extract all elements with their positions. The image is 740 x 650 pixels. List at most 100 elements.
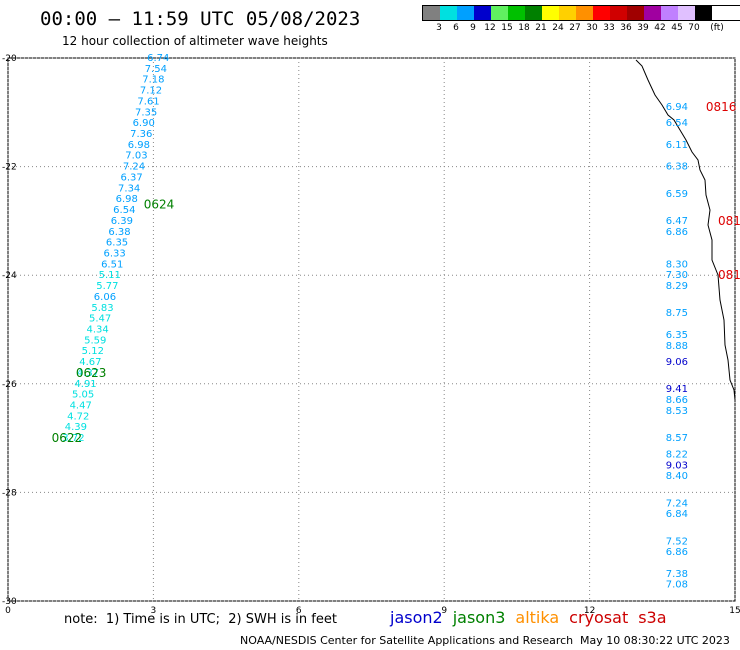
wave-height-label: 9.06 [666,357,688,368]
wave-height-label: 6.59 [666,189,688,200]
legend-label: 39 [637,23,649,33]
wave-height-label: 8.75 [666,308,688,319]
color-swatch [661,6,678,20]
wave-height-label: 7.18 [142,75,164,86]
satellite-legend: jason2 jason3 altika cryosat s3a [390,608,677,627]
color-swatch [508,6,525,20]
color-scale-labels: 3 6 9 12 15 18 21 24 27 30 33 36 39 42 45 70 (ft) [422,21,740,35]
legend-label: 27 [569,23,581,33]
wave-height-label: 6.39 [111,216,133,227]
wave-height-label: 5.77 [96,281,118,292]
color-swatch [644,6,661,20]
wave-height-label: 8.88 [666,341,688,352]
wave-height-label: 9.41 [666,384,688,395]
wave-height-label: 6.11 [666,140,688,151]
wave-height-label: 7.54 [145,64,167,75]
wave-height-label: 4.37 [77,368,99,379]
color-swatch [627,6,644,20]
legend-label: 42 [654,23,666,33]
satellite-cryosat: cryosat [569,608,629,627]
wave-height-label: 6.86 [666,547,688,558]
color-swatch [559,6,576,20]
x-tick-label: 0 [5,606,11,616]
wave-height-label: 7.61 [137,96,159,107]
x-tick-label: 3 [151,606,157,616]
color-swatches [422,5,740,21]
wave-height-label: 6.38 [666,162,688,173]
wave-height-label: 8.29 [666,281,688,292]
legend-label: 12 [484,23,496,33]
legend-label: 18 [518,23,530,33]
legend-label: 24 [552,23,564,33]
legend-label: 6 [453,23,459,33]
y-tick-label: -20 [2,54,17,64]
wave-height-label: 7.24 [123,162,145,173]
legend-label: 30 [586,23,598,33]
wave-height-label: 4.39 [65,422,87,433]
pass-time-label: 0624 [144,198,175,212]
coastline [635,59,736,401]
wave-height-label: 6.38 [108,227,130,238]
track-west: 6.747.547.187.127.617.356.907.366.987.03… [62,53,169,444]
wave-height-label: 5.11 [99,270,121,281]
legend-label: 15 [501,23,513,33]
wave-height-label: 6.33 [103,248,125,259]
wave-height-label: 6.37 [120,172,142,183]
wave-height-label: 6.98 [128,140,150,151]
wave-height-label: 6.54 [113,205,135,216]
wave-height-label: 7.08 [666,580,688,591]
wave-height-label: 7.34 [118,183,140,194]
satellite-s3a: s3a [638,608,667,627]
page-subtitle: 12 hour collection of altimeter wave hei… [62,34,328,48]
color-swatch [423,6,440,20]
color-swatch [542,6,559,20]
pass-time-label: 0816 [706,100,737,114]
wave-height-label: 4.34 [87,325,109,336]
legend-label: 9 [470,23,476,33]
footer-note: note: 1) Time is in UTC; 2) SWH is in fe… [64,612,337,627]
wave-height-label: 6.98 [116,194,138,205]
pass-time-label: 0623 [76,366,107,380]
legend-label: 36 [620,23,632,33]
wave-height-label: 7.30 [666,270,688,281]
wave-height-label: 8.57 [666,433,688,444]
y-tick-label: -22 [2,163,17,173]
wave-height-label: 7.52 [666,536,688,547]
wave-height-label: 6.51 [101,259,123,270]
legend-label: 45 [671,23,683,33]
page-title: 00:00 – 11:59 UTC 05/08/2023 [40,8,361,30]
legend-unit: (ft) [710,23,724,33]
color-scale-legend: 3 6 9 12 15 18 21 24 27 30 33 36 39 42 45 70 (ft) [422,5,740,35]
wave-height-label: 5.47 [89,314,111,325]
wave-height-label: 7.12 [140,86,162,97]
y-tick-label: -28 [2,488,17,498]
wave-height-label: 8.66 [666,395,688,406]
altimeter-tracks: 6.747.547.187.127.617.356.907.366.987.03… [62,53,688,591]
satellite-jason2: jason2 [390,608,443,627]
wave-height-label: 5.59 [84,335,106,346]
wave-height-label: 6.47 [666,216,688,227]
plot-frame [7,57,736,602]
wave-height-label: 4.67 [79,357,101,368]
wave-height-label: 4.72 [67,411,89,422]
color-swatch [457,6,474,20]
timestamp: May 10 08:30:22 UTC 2023 [580,634,730,647]
y-tick-label: -26 [2,380,17,390]
legend-label: 21 [535,23,547,33]
wave-height-label: 7.24 [666,498,688,509]
wave-height-label: 9.03 [666,460,688,471]
wave-height-label: 6.54 [666,118,688,129]
satellite-altika: altika [515,608,560,627]
wave-height-label: 8.40 [666,471,688,482]
pass-time-label: 0622 [52,431,83,445]
x-tick-label: 15 [729,606,740,616]
wave-height-label: 6.94 [666,102,688,113]
color-swatch [695,6,712,20]
pass-annotations: 0624 0623 0622 0816 0816 081 [52,100,740,445]
color-swatch [678,6,695,20]
legend-label: 33 [603,23,615,33]
wave-height-label: 6.90 [133,118,155,129]
wave-height-label: 7.03 [125,151,147,162]
grid-lines [7,57,736,602]
wave-height-label: 5.12 [82,346,104,357]
